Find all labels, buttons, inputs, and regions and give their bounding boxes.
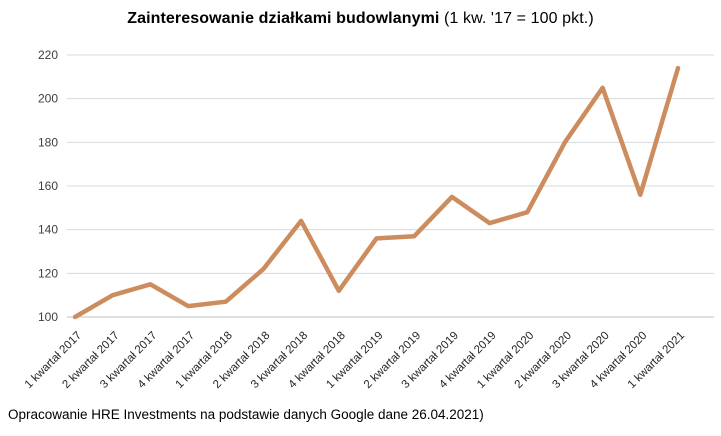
chart-title-main: Zainteresowanie działkami budowlanymi xyxy=(127,10,440,27)
y-tick-label: 140 xyxy=(38,223,58,237)
source-note: Opracowanie HRE Investments na podstawie… xyxy=(8,407,484,422)
chart-title-note: (1 kw. '17 = 100 pkt.) xyxy=(439,10,594,27)
chart-title: Zainteresowanie działkami budowlanymi (1… xyxy=(0,10,721,28)
data-series-line xyxy=(72,65,681,320)
y-tick-label: 120 xyxy=(38,266,58,280)
y-tick-label: 180 xyxy=(38,135,58,149)
y-tick-label: 220 xyxy=(38,48,58,62)
y-tick-label: 200 xyxy=(38,92,58,106)
y-tick-label: 160 xyxy=(38,179,58,193)
y-tick-label: 100 xyxy=(38,310,58,324)
